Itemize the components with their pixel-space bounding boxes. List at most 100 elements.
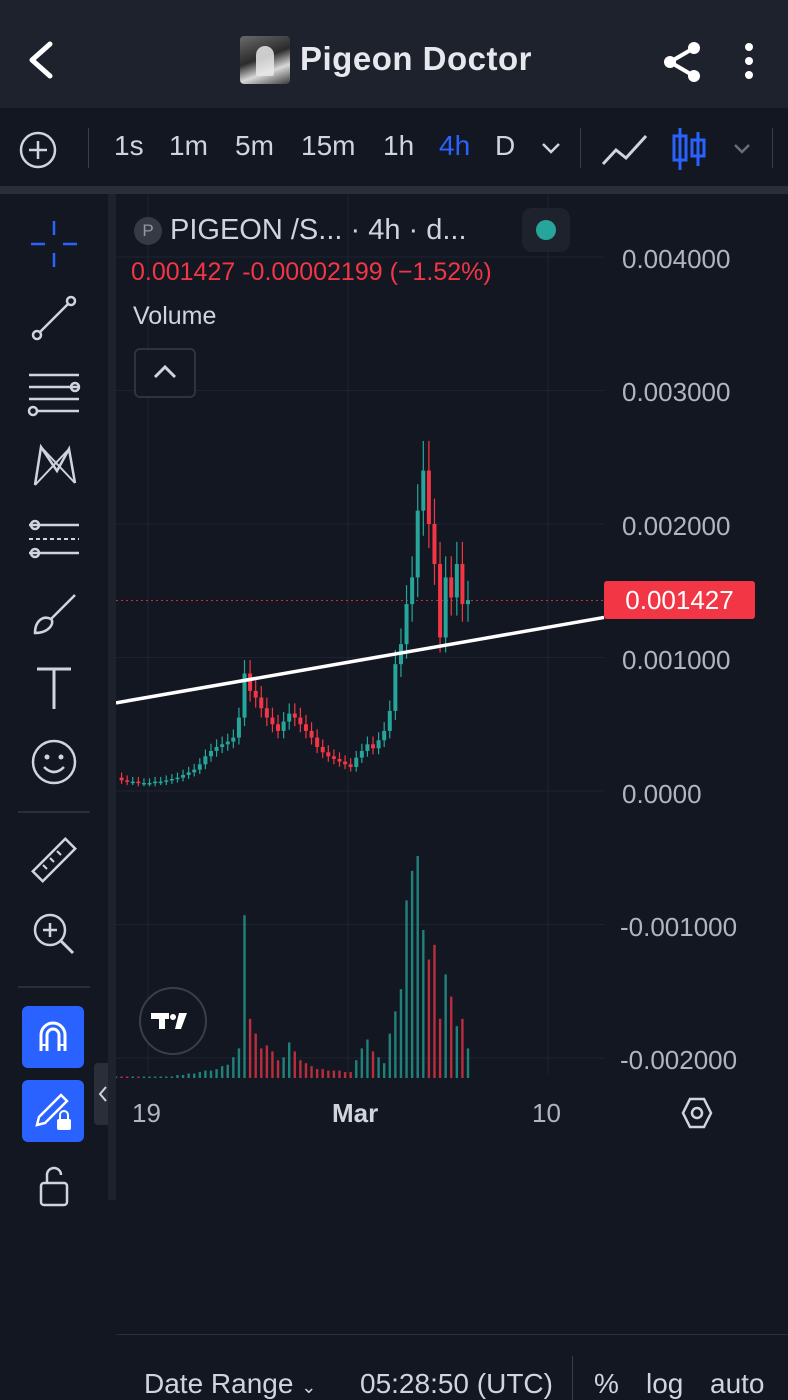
line-chart-type-icon[interactable] bbox=[600, 130, 650, 170]
text-tool[interactable] bbox=[22, 658, 86, 718]
volume-bar bbox=[388, 1033, 391, 1078]
ruler-tool[interactable] bbox=[22, 830, 86, 890]
volume-bar bbox=[366, 1039, 369, 1078]
candle-body bbox=[130, 781, 135, 784]
unlock-tool[interactable] bbox=[22, 1154, 86, 1214]
volume-bar bbox=[310, 1066, 313, 1078]
volume-bar bbox=[260, 1048, 263, 1078]
trend-line-drawing bbox=[116, 615, 605, 705]
candle-body bbox=[343, 761, 348, 765]
timeframe-d[interactable]: D bbox=[495, 130, 516, 161]
volume-bar bbox=[181, 1075, 185, 1078]
last-price-label: 0.001427 bbox=[604, 581, 755, 619]
trend-line-tool[interactable] bbox=[22, 288, 86, 348]
candle-body bbox=[136, 781, 141, 784]
timeframe-5m[interactable]: 5m bbox=[235, 130, 274, 161]
tradingview-logo[interactable] bbox=[139, 987, 207, 1055]
magnet-mode-button[interactable] bbox=[22, 1006, 84, 1068]
candle-body bbox=[192, 769, 197, 773]
volume-bar bbox=[382, 1063, 386, 1078]
candle-body bbox=[264, 708, 269, 718]
candle-body bbox=[382, 730, 387, 741]
candle-body bbox=[253, 690, 258, 698]
price-chart[interactable] bbox=[116, 194, 788, 1200]
collapse-legend-button[interactable] bbox=[134, 348, 196, 398]
candle-body bbox=[393, 664, 398, 711]
chevron-down-icon: ⌄ bbox=[301, 1377, 317, 1397]
volume-bar bbox=[461, 1018, 464, 1078]
candle-body bbox=[214, 746, 219, 751]
chart-area[interactable]: P PIGEON /S... · 4h · d... 0.001427 -0.00… bbox=[116, 194, 788, 1400]
toolbar-divider bbox=[580, 128, 581, 168]
forecast-tool[interactable] bbox=[22, 510, 86, 570]
volume-bar bbox=[394, 1011, 397, 1078]
market-status-indicator[interactable] bbox=[522, 208, 570, 252]
zoom-in-icon bbox=[33, 913, 75, 955]
timeframe-1m[interactable]: 1m bbox=[169, 130, 208, 161]
volume-bar bbox=[343, 1072, 347, 1078]
add-indicator-icon[interactable] bbox=[18, 130, 58, 170]
emoji-tool[interactable] bbox=[22, 732, 86, 792]
volume-bar bbox=[254, 1033, 257, 1078]
crosshair-icon bbox=[31, 221, 77, 267]
symbol-legend[interactable]: P PIGEON /S... · 4h · d... bbox=[134, 214, 467, 247]
volume-bar bbox=[450, 996, 453, 1078]
back-arrow-icon[interactable] bbox=[22, 38, 62, 82]
percent-toggle[interactable]: % bbox=[594, 1368, 619, 1399]
forecast-icon bbox=[29, 519, 79, 559]
candle-body bbox=[404, 604, 409, 645]
auto-toggle[interactable]: auto bbox=[710, 1368, 765, 1399]
candle-body bbox=[365, 744, 370, 751]
date-range-button[interactable]: Date Range ⌄ bbox=[144, 1368, 316, 1400]
candles-chart-type-icon[interactable] bbox=[670, 124, 710, 174]
volume-bar bbox=[148, 1076, 151, 1078]
more-vertical-icon[interactable] bbox=[738, 40, 760, 84]
candle-body bbox=[225, 741, 230, 745]
price-tick: 0.004000 bbox=[622, 244, 731, 274]
candle-body bbox=[359, 750, 364, 758]
timeframe-chevron-down-icon[interactable] bbox=[540, 140, 562, 156]
candle-body bbox=[181, 774, 186, 778]
utc-clock[interactable]: 05:28:50 (UTC) bbox=[360, 1368, 553, 1399]
volume-bar bbox=[271, 1051, 274, 1078]
collapse-toolbar-button[interactable] bbox=[94, 1063, 112, 1125]
volume-bar bbox=[248, 1018, 252, 1078]
log-toggle[interactable]: log bbox=[646, 1368, 684, 1399]
brush-tool[interactable] bbox=[22, 584, 86, 644]
volume-bar bbox=[276, 1060, 280, 1078]
timeframe-1h[interactable]: 1h bbox=[383, 130, 415, 161]
volume-bar bbox=[299, 1060, 302, 1078]
price-tick: 0.001000 bbox=[622, 645, 731, 675]
lock-drawings-button[interactable] bbox=[22, 1080, 84, 1142]
timeframe-15m[interactable]: 15m bbox=[301, 130, 356, 161]
timeframe-4h[interactable]: 4h bbox=[439, 130, 471, 161]
volume-bar bbox=[422, 930, 425, 1078]
timeframe-1s[interactable]: 1s bbox=[114, 130, 144, 161]
volume-bar bbox=[349, 1072, 352, 1078]
volume-bar bbox=[288, 1042, 291, 1078]
zoom-tool[interactable] bbox=[22, 904, 86, 964]
pencil-lock-icon bbox=[35, 1093, 71, 1130]
toolbar-bottom-border bbox=[0, 186, 788, 194]
horizontal-lines-tool[interactable] bbox=[22, 362, 86, 422]
volume-bar bbox=[125, 1076, 129, 1078]
volume-bar bbox=[159, 1076, 162, 1078]
candle-body bbox=[164, 780, 169, 782]
price-tick: -0.002000 bbox=[620, 1045, 738, 1075]
magnet-icon bbox=[39, 1021, 67, 1051]
candle-body bbox=[169, 778, 174, 781]
brush-icon bbox=[33, 594, 76, 635]
volume-bar bbox=[142, 1076, 146, 1078]
candle-body bbox=[315, 737, 320, 747]
time-tick: Mar bbox=[332, 1098, 379, 1128]
time-tick: 10 bbox=[532, 1098, 561, 1128]
crosshair-tool[interactable] bbox=[22, 214, 86, 274]
settings-icon[interactable] bbox=[680, 1096, 714, 1130]
volume-bar bbox=[282, 1057, 285, 1078]
chart-type-chevron-down-icon[interactable] bbox=[732, 142, 752, 156]
candle-body bbox=[415, 510, 420, 578]
share-icon[interactable] bbox=[660, 40, 704, 84]
volume-bar bbox=[405, 900, 408, 1078]
pattern-tool[interactable] bbox=[22, 436, 86, 496]
candle-body bbox=[270, 717, 275, 725]
